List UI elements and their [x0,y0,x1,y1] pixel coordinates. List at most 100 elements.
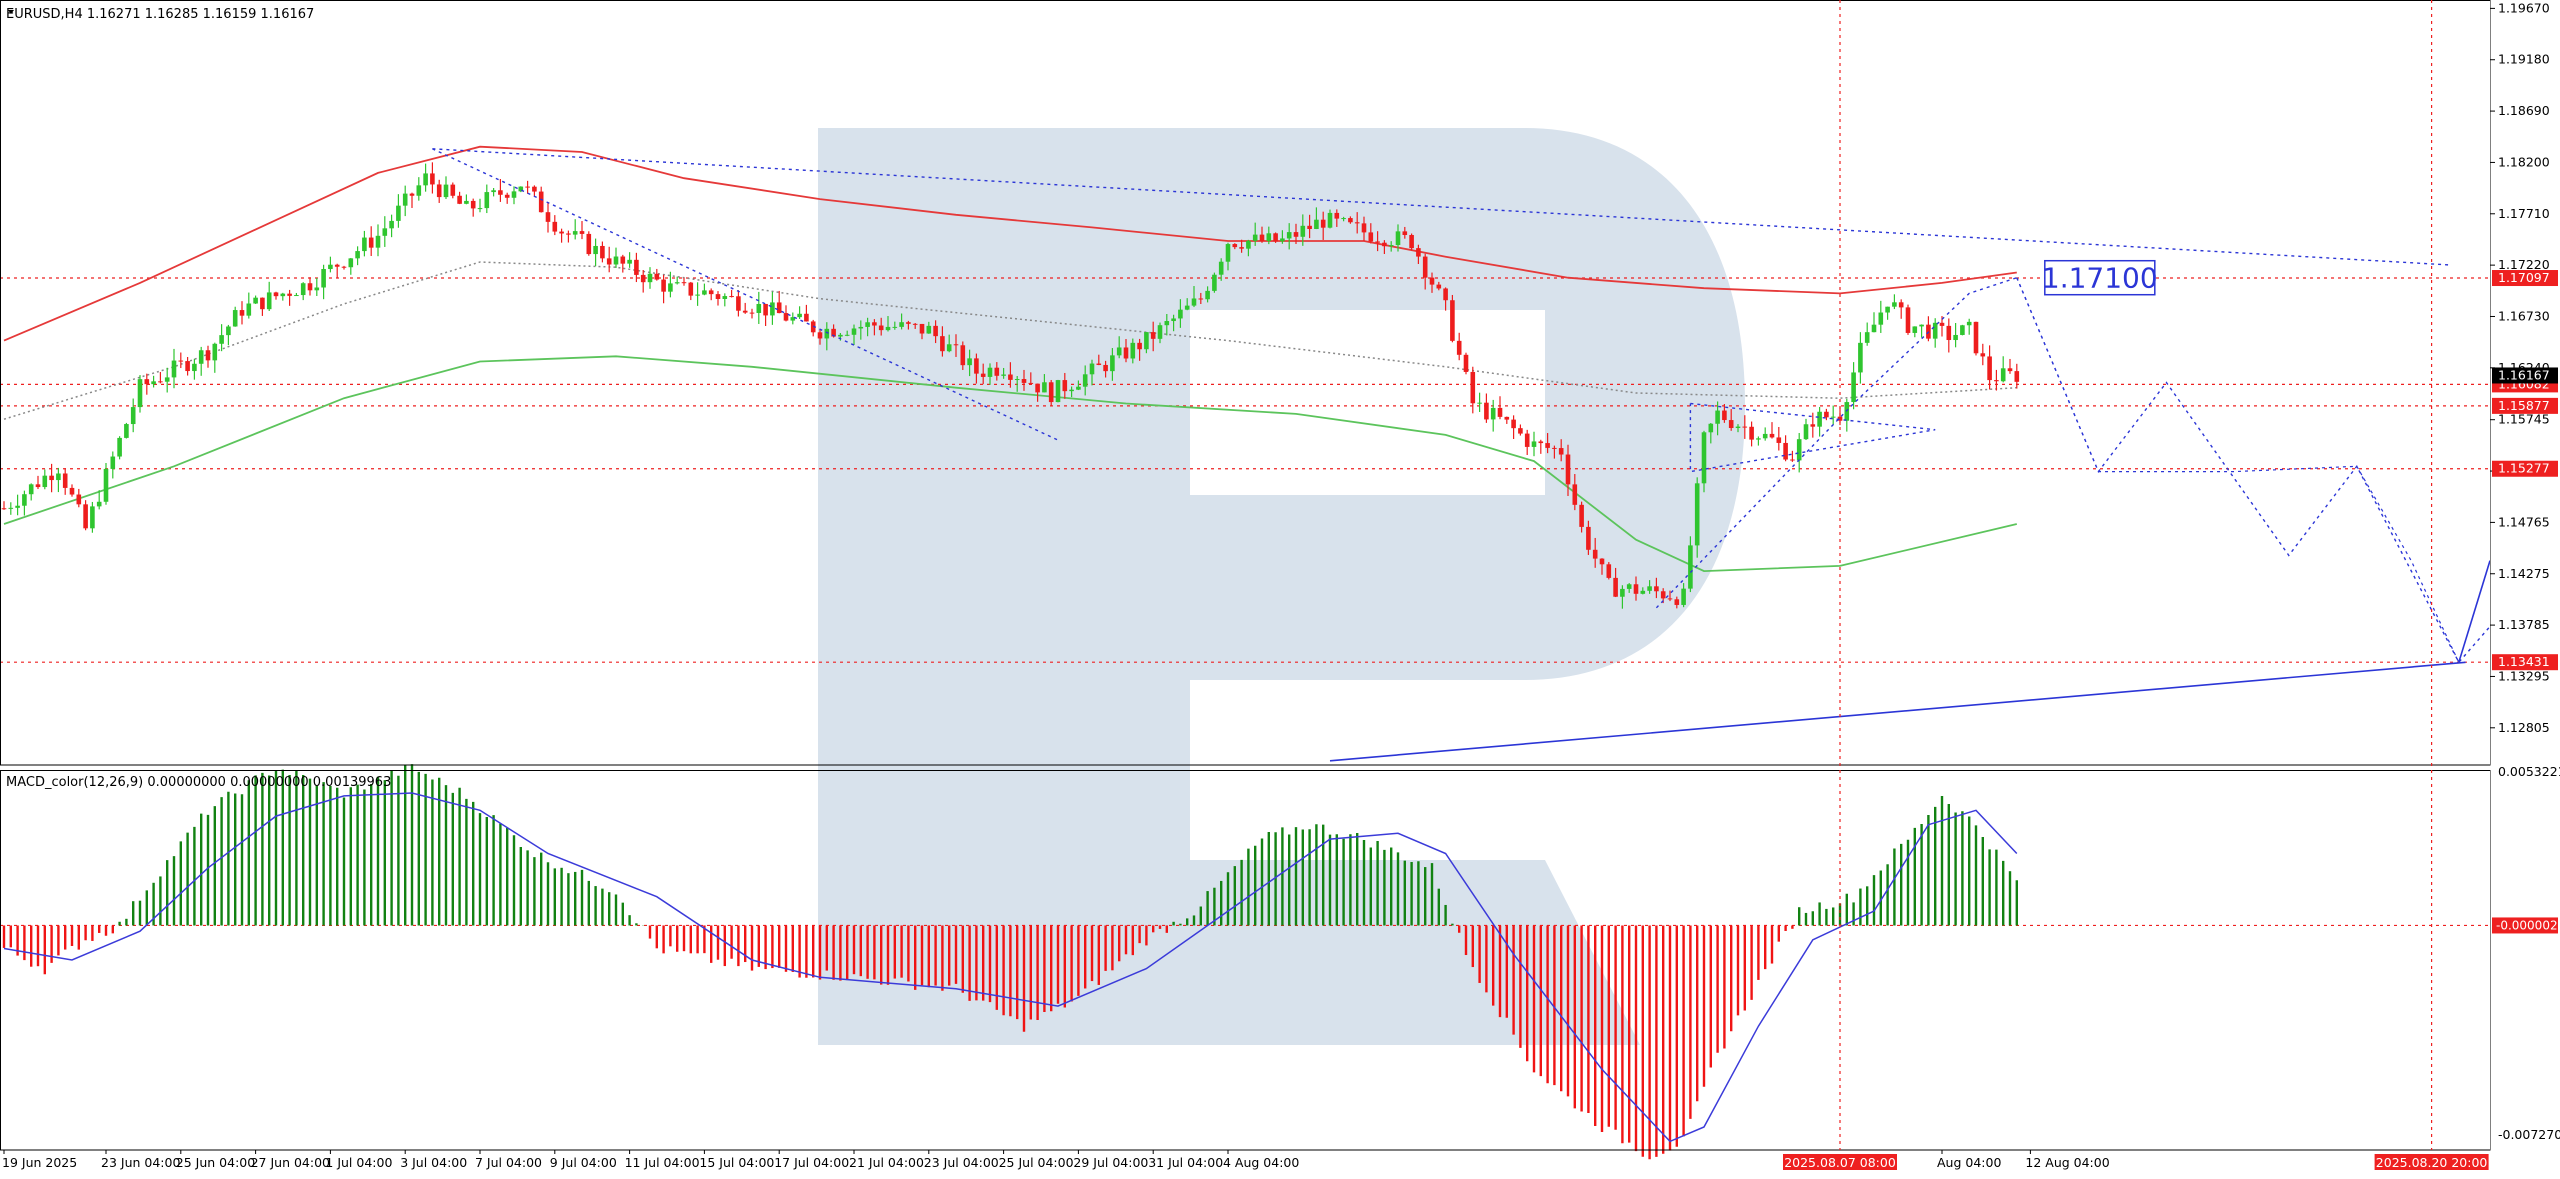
candle-bull [1912,326,1918,333]
candle-bear [688,282,694,296]
candle-bear [763,303,768,316]
target-label-box [2044,259,2156,296]
candle-bear [736,296,741,311]
candle-bull [280,293,286,297]
candle-bear [708,290,714,295]
candle-bull [722,296,728,299]
candle-bull [1892,302,1897,307]
level-price-tag [2492,270,2558,287]
candle-bear [409,193,415,196]
candle-bear [1660,591,1666,599]
level-price-tag [2492,397,2558,414]
time-tick-label: 27 Jun 04:00 [251,1155,330,1170]
candle-bull [1708,423,1714,433]
candle-bear [804,313,809,322]
candle-bear [831,328,836,337]
candle-bear [783,313,789,321]
candle-bear [35,484,41,488]
candle-bull [151,381,156,385]
candle-bull [967,358,972,366]
level-price-label: 1.17097 [2498,270,2550,285]
candle-bear [1096,363,1102,365]
candle-bear [1497,407,1503,417]
support-trendline [1329,661,2466,762]
time-tick-label: 15 Jul 04:00 [699,1155,774,1170]
candle-bull [1144,332,1149,350]
candle-bear [504,194,510,198]
candle-bull [1851,372,1856,403]
candle-bear [620,256,626,264]
candle-bull [348,258,354,268]
candle-bull [117,437,122,457]
macd-signal-line [3,792,2018,1143]
candle-bull [1286,232,1292,239]
candle-bull [1735,426,1741,429]
candle-bull [1089,363,1095,375]
candle-bull [946,344,952,352]
candle-bull [1919,324,1924,327]
candle-bear [586,233,592,255]
price-tick-label: 1.18200 [2498,154,2550,169]
candle-bear [1354,222,1360,224]
candle-bear [69,487,75,495]
candle-bear [1048,382,1054,403]
candle-bear [341,266,347,268]
candle-bull [124,424,129,438]
candle-bull [402,193,408,206]
candle-bull [28,484,34,495]
candle-bull [1688,545,1693,589]
candle-bull [1082,374,1088,387]
candle-bull [518,186,524,192]
candle-bull [885,326,891,331]
price-tick-label: 1.14275 [2498,566,2550,581]
candle-bear [1021,379,1027,383]
candle-bear [1654,586,1659,592]
candle-bear [532,186,537,192]
candle-bear [430,173,435,185]
candle-bear [450,184,456,196]
candle-bear [817,332,823,339]
highlight-time-tag [1783,1154,1897,1170]
candle-bull [756,303,762,313]
candle-bear [1518,428,1523,434]
candle-bull [1681,588,1686,605]
candle-bear [538,191,544,213]
candle-bull [627,259,632,264]
candle-bear [1320,219,1326,228]
candle-bull [1212,274,1217,291]
candle-bear [49,475,54,481]
collapse-triangle-icon[interactable] [8,10,14,14]
candle-bull [695,294,700,296]
candle-bear [1599,558,1605,565]
candle-bull [1864,332,1870,343]
price-tick-label: 1.14765 [2498,514,2550,529]
candle-bull [987,367,993,377]
candle-bear [742,310,748,313]
candle-bull [1701,432,1707,484]
highlight-time-label: 2025.08.20 20:00 [2376,1155,2488,1170]
candle-bear [1633,584,1639,594]
candle-bear [1552,447,1557,449]
candle-bear [368,237,374,248]
candle-bull [355,251,360,259]
candle-bull [926,325,932,334]
price-tick-label: 1.13785 [2498,617,2550,632]
candle-bear [919,323,925,334]
candle-bull [1327,212,1333,228]
candle-bear [273,292,279,297]
candle-bear [287,293,292,296]
candle-bull [1932,322,1938,339]
ma-dotted-line [3,261,2017,420]
highlight-time-tag [2374,1154,2489,1170]
candle-bear [1565,454,1571,485]
candle-bear [436,184,442,198]
time-tick-label: 19 Jun 2025 [2,1155,77,1170]
candle-bear [1382,242,1387,247]
candle-bear [1749,426,1754,440]
candle-bear [1994,380,1999,382]
candle-bull [892,326,898,328]
candle-bull [328,264,333,270]
candle-bear [1742,426,1748,428]
